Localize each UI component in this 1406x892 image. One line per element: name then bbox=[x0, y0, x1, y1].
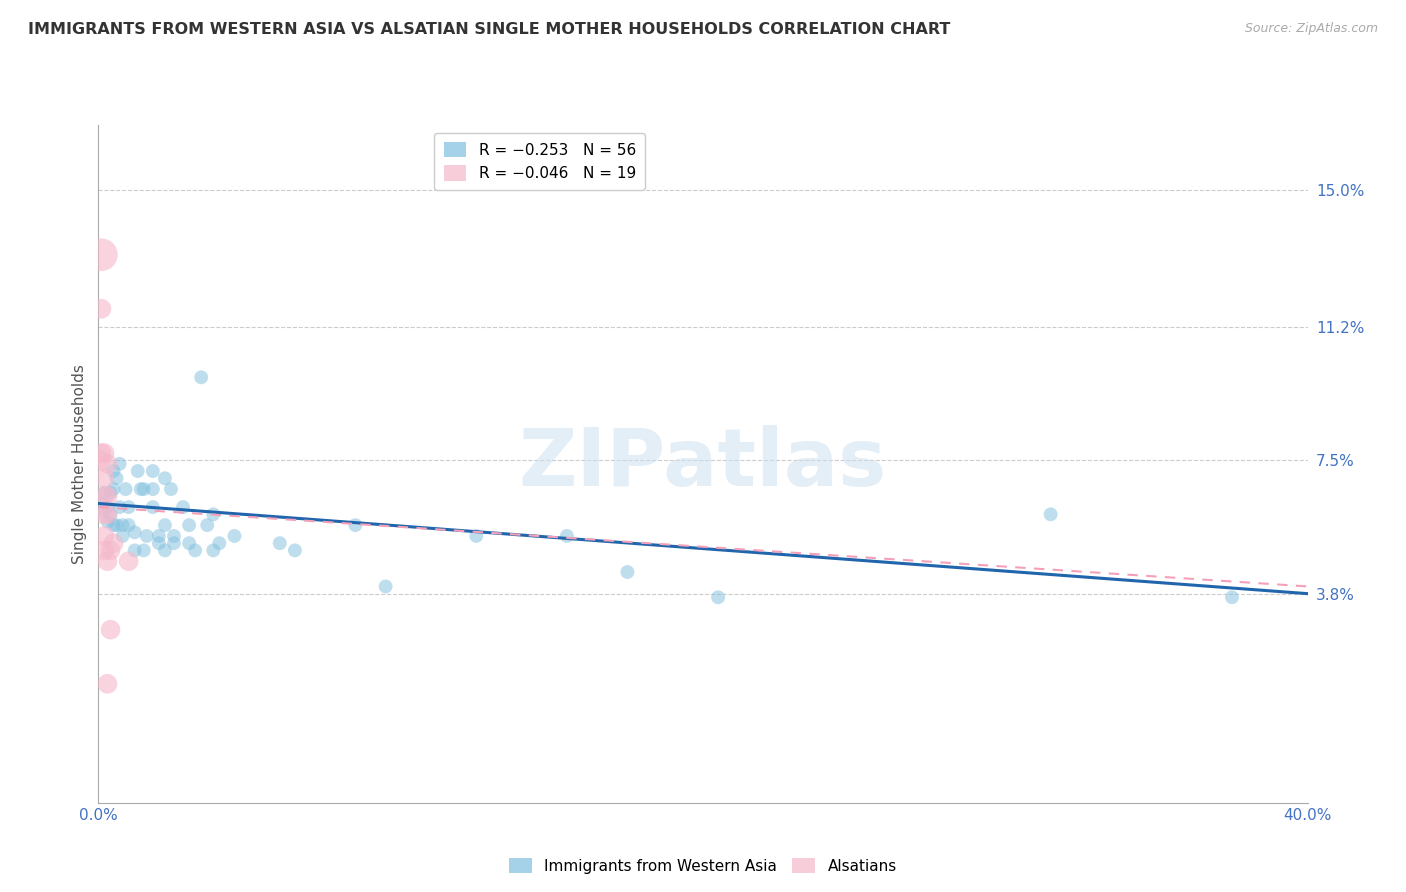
Point bbox=[179, 518, 201, 533]
Point bbox=[96, 677, 118, 691]
Point bbox=[93, 485, 115, 500]
Legend: R = −0.253   N = 56, R = −0.046   N = 19: R = −0.253 N = 56, R = −0.046 N = 19 bbox=[434, 133, 645, 191]
Point bbox=[118, 500, 141, 515]
Point bbox=[224, 529, 246, 543]
Point bbox=[153, 518, 176, 533]
Point bbox=[195, 518, 218, 533]
Point bbox=[163, 529, 186, 543]
Point bbox=[90, 446, 112, 460]
Point bbox=[90, 500, 112, 515]
Point bbox=[142, 464, 165, 478]
Point bbox=[111, 529, 134, 543]
Point bbox=[465, 529, 488, 543]
Point bbox=[179, 536, 201, 550]
Point bbox=[118, 518, 141, 533]
Point bbox=[142, 500, 165, 515]
Point bbox=[616, 565, 638, 579]
Point bbox=[202, 508, 225, 522]
Point bbox=[93, 543, 115, 558]
Point bbox=[90, 248, 112, 262]
Point bbox=[344, 518, 367, 533]
Point bbox=[190, 370, 212, 384]
Point bbox=[127, 464, 149, 478]
Point bbox=[153, 543, 176, 558]
Point bbox=[100, 623, 122, 637]
Point bbox=[184, 543, 207, 558]
Text: IMMIGRANTS FROM WESTERN ASIA VS ALSATIAN SINGLE MOTHER HOUSEHOLDS CORRELATION CH: IMMIGRANTS FROM WESTERN ASIA VS ALSATIAN… bbox=[28, 22, 950, 37]
Point bbox=[135, 529, 157, 543]
Point bbox=[208, 536, 231, 550]
Text: ZIPatlas: ZIPatlas bbox=[519, 425, 887, 503]
Point bbox=[96, 457, 118, 471]
Point bbox=[100, 543, 122, 558]
Point bbox=[202, 543, 225, 558]
Point bbox=[93, 529, 115, 543]
Point bbox=[160, 482, 183, 496]
Point bbox=[96, 554, 118, 568]
Point bbox=[93, 508, 115, 522]
Point bbox=[163, 536, 186, 550]
Point bbox=[108, 500, 131, 515]
Point bbox=[148, 529, 170, 543]
Point bbox=[111, 518, 134, 533]
Point bbox=[100, 485, 122, 500]
Point bbox=[96, 515, 118, 529]
Point bbox=[103, 464, 125, 478]
Point bbox=[284, 543, 307, 558]
Point bbox=[124, 543, 146, 558]
Point bbox=[96, 500, 118, 515]
Point bbox=[103, 518, 125, 533]
Point bbox=[114, 482, 136, 496]
Point bbox=[1039, 508, 1062, 522]
Point bbox=[103, 482, 125, 496]
Point bbox=[132, 482, 155, 496]
Point bbox=[148, 536, 170, 550]
Point bbox=[555, 529, 578, 543]
Point bbox=[374, 579, 396, 593]
Point bbox=[93, 446, 115, 460]
Point bbox=[108, 457, 131, 471]
Point bbox=[105, 471, 128, 485]
Y-axis label: Single Mother Households: Single Mother Households bbox=[72, 364, 87, 564]
Point bbox=[100, 508, 122, 522]
Text: Source: ZipAtlas.com: Source: ZipAtlas.com bbox=[1244, 22, 1378, 36]
Legend: Immigrants from Western Asia, Alsatians: Immigrants from Western Asia, Alsatians bbox=[503, 852, 903, 880]
Point bbox=[118, 554, 141, 568]
Point bbox=[96, 489, 118, 503]
Point bbox=[1220, 591, 1243, 605]
Point bbox=[90, 453, 112, 467]
Point bbox=[105, 518, 128, 533]
Point bbox=[96, 508, 118, 522]
Point bbox=[172, 500, 194, 515]
Point bbox=[142, 482, 165, 496]
Point bbox=[90, 301, 112, 316]
Point bbox=[93, 489, 115, 503]
Point bbox=[269, 536, 291, 550]
Point bbox=[707, 591, 730, 605]
Point bbox=[103, 536, 125, 550]
Point bbox=[153, 471, 176, 485]
Point bbox=[124, 525, 146, 540]
Point bbox=[132, 543, 155, 558]
Point bbox=[93, 471, 115, 485]
Point bbox=[129, 482, 152, 496]
